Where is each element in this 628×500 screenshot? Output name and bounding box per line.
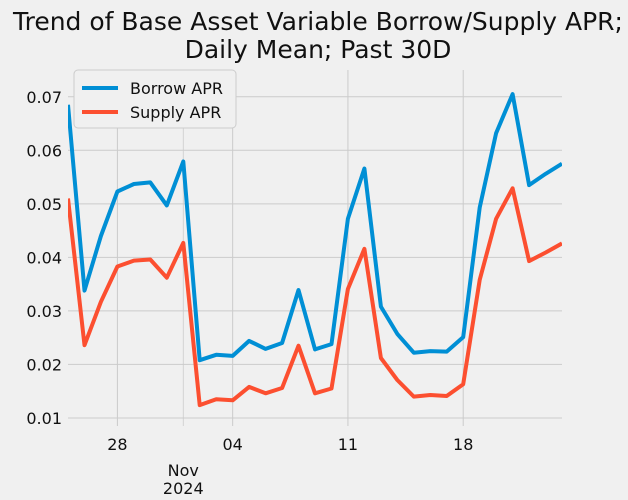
- series-line-supply: [68, 186, 562, 408]
- y-tick-label: 0.06: [26, 141, 62, 160]
- x-tick-label: 18: [453, 435, 473, 454]
- y-tick-label: 0.04: [26, 248, 62, 267]
- series-line-borrow: [68, 92, 562, 363]
- legend-label-supply: Supply APR: [130, 103, 221, 122]
- legend: Borrow APR Supply APR: [73, 69, 237, 129]
- x-tick-label: 28: [107, 435, 127, 454]
- y-tick-label: 0.05: [26, 195, 62, 214]
- chart-title-line-1: Trend of Base Asset Variable Borrow/Supp…: [12, 7, 623, 36]
- x-tick-label-year: 2024: [163, 479, 204, 498]
- x-tick-label: 11: [338, 435, 358, 454]
- legend-label-borrow: Borrow APR: [130, 79, 223, 98]
- y-tick-label: 0.01: [26, 409, 62, 428]
- series-lines: [68, 92, 562, 408]
- y-tick-label: 0.07: [26, 88, 62, 107]
- chart-title-line-2: Daily Mean; Past 30D: [185, 35, 452, 64]
- y-tick-label: 0.03: [26, 302, 62, 321]
- y-tick-label: 0.02: [26, 355, 62, 374]
- x-tick-label: Nov: [168, 461, 199, 480]
- x-tick-label: 04: [222, 435, 242, 454]
